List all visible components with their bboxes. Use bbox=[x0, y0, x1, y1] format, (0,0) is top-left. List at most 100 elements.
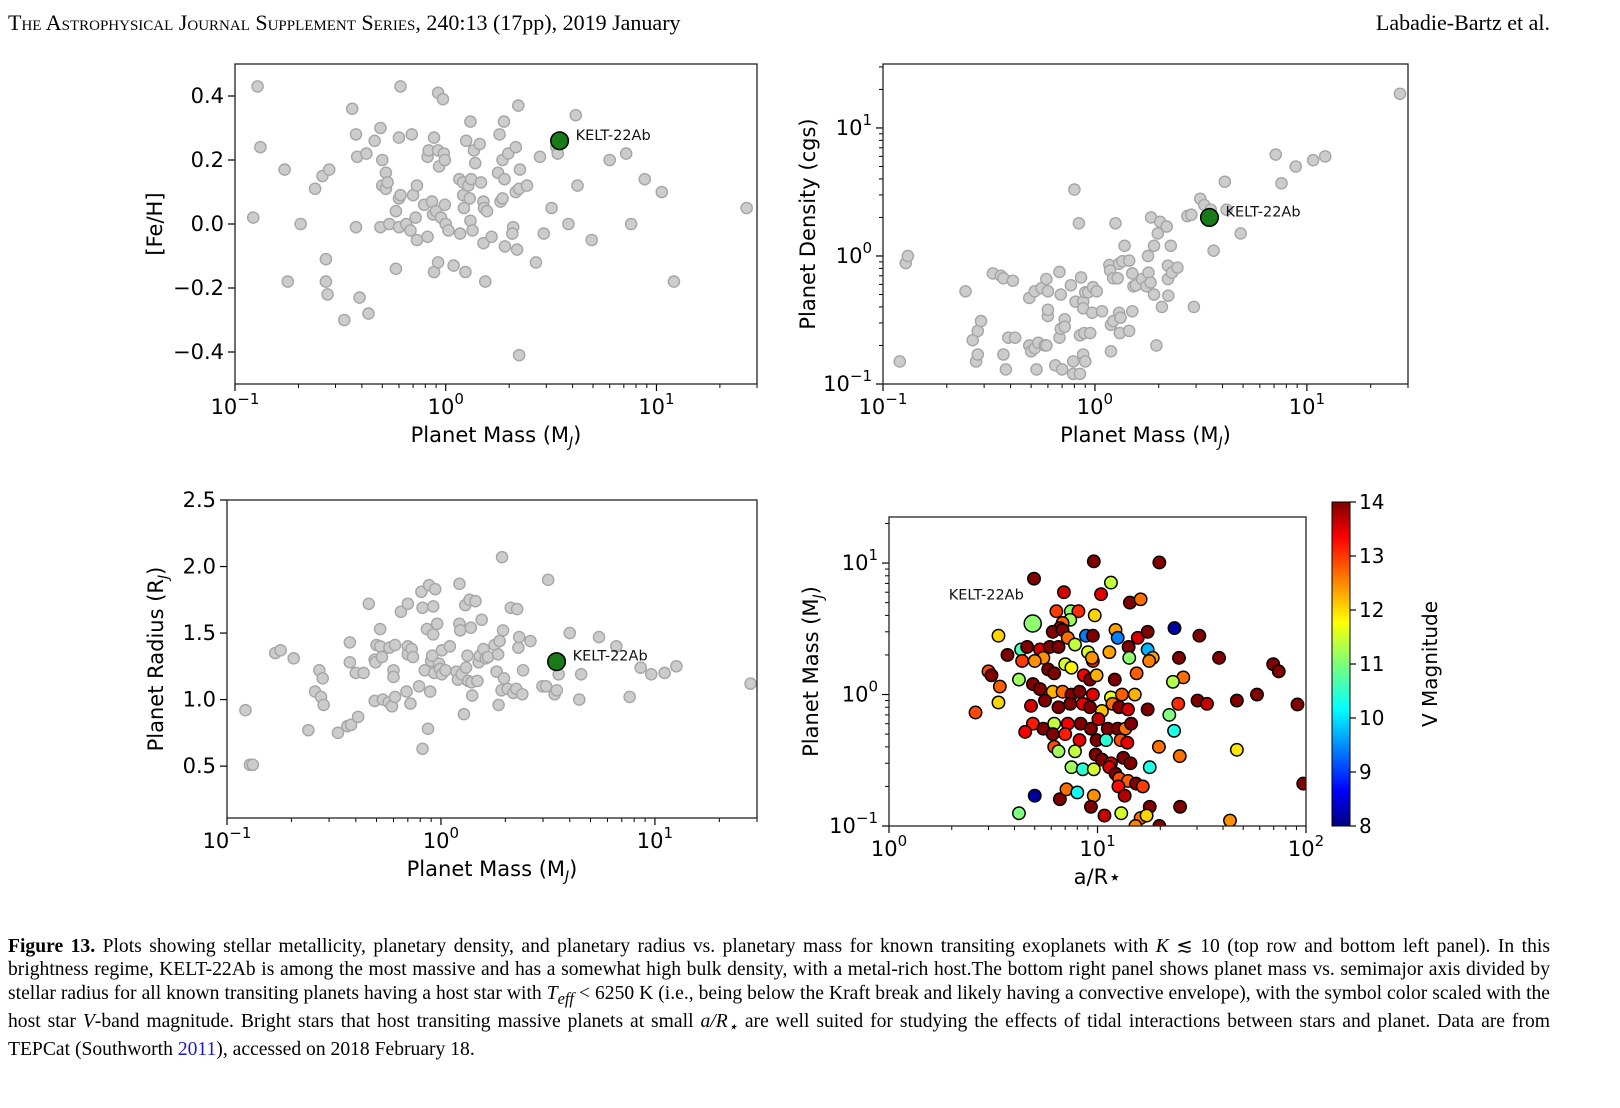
data-point bbox=[349, 220, 363, 234]
data-point bbox=[431, 256, 445, 269]
data-point bbox=[1064, 760, 1079, 775]
data-point bbox=[1114, 311, 1127, 324]
data-point bbox=[436, 92, 450, 106]
data-point bbox=[471, 674, 484, 688]
data-point bbox=[968, 705, 983, 720]
tick-base: 10 bbox=[211, 395, 238, 419]
data-point bbox=[1104, 345, 1118, 358]
data-point bbox=[1187, 300, 1201, 314]
data-point bbox=[1306, 153, 1320, 167]
data-point bbox=[412, 679, 426, 693]
data-point bbox=[1152, 555, 1167, 570]
data-point bbox=[1171, 696, 1186, 711]
data-point bbox=[1068, 744, 1082, 759]
data-point bbox=[387, 670, 400, 684]
data-point bbox=[357, 666, 370, 680]
data-point bbox=[1068, 183, 1081, 196]
data-point bbox=[389, 204, 403, 218]
data-point bbox=[1082, 700, 1097, 715]
x-axis-label: Planet Mass (MJ) bbox=[411, 423, 582, 451]
data-point bbox=[416, 742, 429, 756]
data-point bbox=[308, 182, 322, 196]
data-point bbox=[1085, 628, 1100, 643]
data-point bbox=[464, 621, 478, 635]
data-point bbox=[362, 597, 376, 611]
tick-base: 10 bbox=[823, 372, 850, 396]
data-point bbox=[1160, 220, 1173, 233]
data-point bbox=[984, 668, 999, 683]
colorbar-tick-label: 12 bbox=[1359, 598, 1384, 622]
data-point bbox=[1103, 575, 1118, 590]
colorbar-tick-label: 10 bbox=[1359, 706, 1384, 730]
data-point bbox=[239, 703, 252, 717]
data-point bbox=[999, 363, 1013, 376]
kelt-22ab-point bbox=[1023, 614, 1042, 633]
data-point bbox=[1129, 666, 1144, 681]
tick-exponent: 1 bbox=[665, 390, 675, 408]
data-point bbox=[1094, 587, 1109, 602]
data-point bbox=[345, 102, 359, 116]
data-point bbox=[457, 707, 471, 721]
data-point bbox=[1058, 727, 1073, 742]
data-point bbox=[1038, 693, 1052, 708]
data-point bbox=[1150, 339, 1163, 352]
tick-base: 10 bbox=[423, 829, 450, 853]
y-tick-label: 100 bbox=[836, 239, 872, 268]
data-point bbox=[1052, 792, 1067, 807]
data-point bbox=[1055, 363, 1069, 376]
data-point bbox=[389, 262, 403, 276]
tick-base: 10 bbox=[638, 395, 665, 419]
data-point bbox=[624, 217, 638, 231]
data-point bbox=[294, 217, 307, 231]
data-point bbox=[1167, 621, 1182, 636]
data-point bbox=[1250, 687, 1264, 702]
data-point bbox=[468, 156, 482, 170]
data-point bbox=[1218, 175, 1232, 189]
data-point bbox=[512, 641, 525, 654]
data-point bbox=[1167, 723, 1182, 738]
data-point bbox=[1090, 284, 1104, 298]
x-tick-label: 102 bbox=[1288, 832, 1324, 861]
data-point bbox=[400, 685, 413, 698]
data-point bbox=[623, 690, 636, 704]
data-point bbox=[394, 80, 407, 93]
data-point bbox=[638, 172, 652, 186]
y-tick-label: 10−1 bbox=[829, 809, 878, 838]
y-tick-label: 2.5 bbox=[183, 488, 216, 512]
data-point bbox=[529, 256, 543, 269]
tick-base: 10 bbox=[1289, 395, 1316, 419]
data-point bbox=[1122, 254, 1136, 267]
data-point bbox=[1068, 637, 1082, 652]
data-point bbox=[1207, 244, 1220, 257]
data-point bbox=[426, 600, 440, 613]
y-axis-label-main: Planet Mass (M bbox=[799, 598, 823, 756]
data-point bbox=[1109, 217, 1122, 230]
data-point bbox=[1056, 585, 1071, 600]
y-tick-label: −0.4 bbox=[173, 340, 224, 364]
data-point bbox=[1058, 320, 1072, 334]
data-point bbox=[1120, 735, 1135, 750]
data-point bbox=[373, 622, 387, 636]
data-point bbox=[1033, 682, 1047, 697]
y-tick-label: 0.4 bbox=[191, 84, 224, 108]
data-point bbox=[1234, 227, 1247, 240]
caption-text-3: < 6250 K (i.e., being below the Kraft br… bbox=[8, 982, 1551, 1033]
tick-exponent: 0 bbox=[454, 390, 464, 408]
author-header: Labadie-Bartz et al. bbox=[1375, 10, 1550, 35]
data-point bbox=[459, 265, 472, 279]
data-point bbox=[1071, 604, 1086, 619]
data-point bbox=[1008, 331, 1022, 344]
tick-exponent: −1 bbox=[885, 390, 907, 408]
data-point bbox=[1018, 724, 1033, 739]
data-point bbox=[1155, 300, 1169, 314]
data-point bbox=[1164, 239, 1178, 253]
data-point bbox=[459, 661, 473, 674]
data-point bbox=[1140, 702, 1155, 717]
data-point bbox=[1091, 712, 1106, 727]
data-point bbox=[1064, 279, 1078, 292]
reference-link-2011[interactable]: 2011 bbox=[177, 1039, 217, 1061]
data-point bbox=[516, 687, 529, 701]
data-point bbox=[493, 128, 506, 141]
data-point bbox=[997, 348, 1010, 361]
